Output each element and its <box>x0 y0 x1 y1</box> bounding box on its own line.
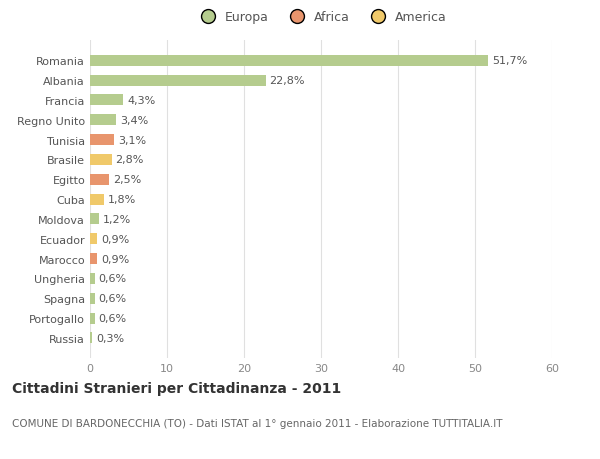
Bar <box>90 293 95 304</box>
Bar <box>90 155 112 166</box>
Bar <box>90 135 114 146</box>
Text: 0,6%: 0,6% <box>98 294 127 303</box>
Bar <box>90 214 99 225</box>
Bar <box>90 274 95 284</box>
Text: Cittadini Stranieri per Cittadinanza - 2011: Cittadini Stranieri per Cittadinanza - 2… <box>12 381 341 395</box>
Bar <box>90 253 97 264</box>
Bar <box>90 95 123 106</box>
Bar <box>90 234 97 245</box>
Text: 0,6%: 0,6% <box>98 274 127 284</box>
Text: COMUNE DI BARDONECCHIA (TO) - Dati ISTAT al 1° gennaio 2011 - Elaborazione TUTTI: COMUNE DI BARDONECCHIA (TO) - Dati ISTAT… <box>12 418 503 428</box>
Text: 22,8%: 22,8% <box>269 76 305 86</box>
Bar <box>90 75 266 86</box>
Text: 3,4%: 3,4% <box>120 116 148 125</box>
Bar <box>90 174 109 185</box>
Text: 0,9%: 0,9% <box>101 254 129 264</box>
Bar <box>90 333 92 344</box>
Text: 1,2%: 1,2% <box>103 214 131 224</box>
Text: 2,8%: 2,8% <box>115 155 144 165</box>
Text: 4,3%: 4,3% <box>127 96 155 106</box>
Text: 0,6%: 0,6% <box>98 313 127 324</box>
Text: 1,8%: 1,8% <box>108 195 136 205</box>
Bar <box>90 313 95 324</box>
Text: 2,5%: 2,5% <box>113 175 142 185</box>
Legend: Europa, Africa, America: Europa, Africa, America <box>190 6 452 29</box>
Bar <box>90 115 116 126</box>
Bar <box>90 194 104 205</box>
Text: 0,9%: 0,9% <box>101 234 129 244</box>
Text: 51,7%: 51,7% <box>492 56 527 66</box>
Text: 0,3%: 0,3% <box>96 333 124 343</box>
Text: 3,1%: 3,1% <box>118 135 146 146</box>
Bar <box>90 56 488 67</box>
